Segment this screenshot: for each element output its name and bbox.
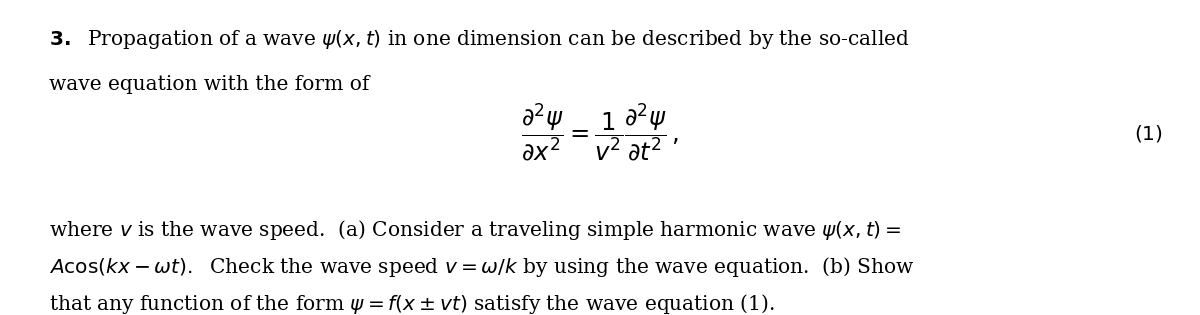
Text: $\dfrac{\partial^2\psi}{\partial x^2} = \dfrac{1}{v^2}\dfrac{\partial^2\psi}{\pa: $\dfrac{\partial^2\psi}{\partial x^2} = … <box>521 102 679 164</box>
Text: that any function of the form $\psi = f(x \pm vt)$ satisfy the wave equation (1): that any function of the form $\psi = f(… <box>49 292 775 315</box>
Text: $A\cos(kx - \omega t)$$.$  Check the wave speed $v = \omega/k$ by using the wave: $A\cos(kx - \omega t)$$.$ Check the wave… <box>49 255 916 279</box>
Text: $(1)$: $(1)$ <box>1134 123 1163 144</box>
Text: wave equation with the form of: wave equation with the form of <box>49 75 370 94</box>
Text: where $v$ is the wave speed.  (a) Consider a traveling simple harmonic wave $\ps: where $v$ is the wave speed. (a) Conside… <box>49 218 901 242</box>
Text: $\mathbf{3.}$  Propagation of a wave $\psi(x,t)$ in one dimension can be describ: $\mathbf{3.}$ Propagation of a wave $\ps… <box>49 28 910 51</box>
